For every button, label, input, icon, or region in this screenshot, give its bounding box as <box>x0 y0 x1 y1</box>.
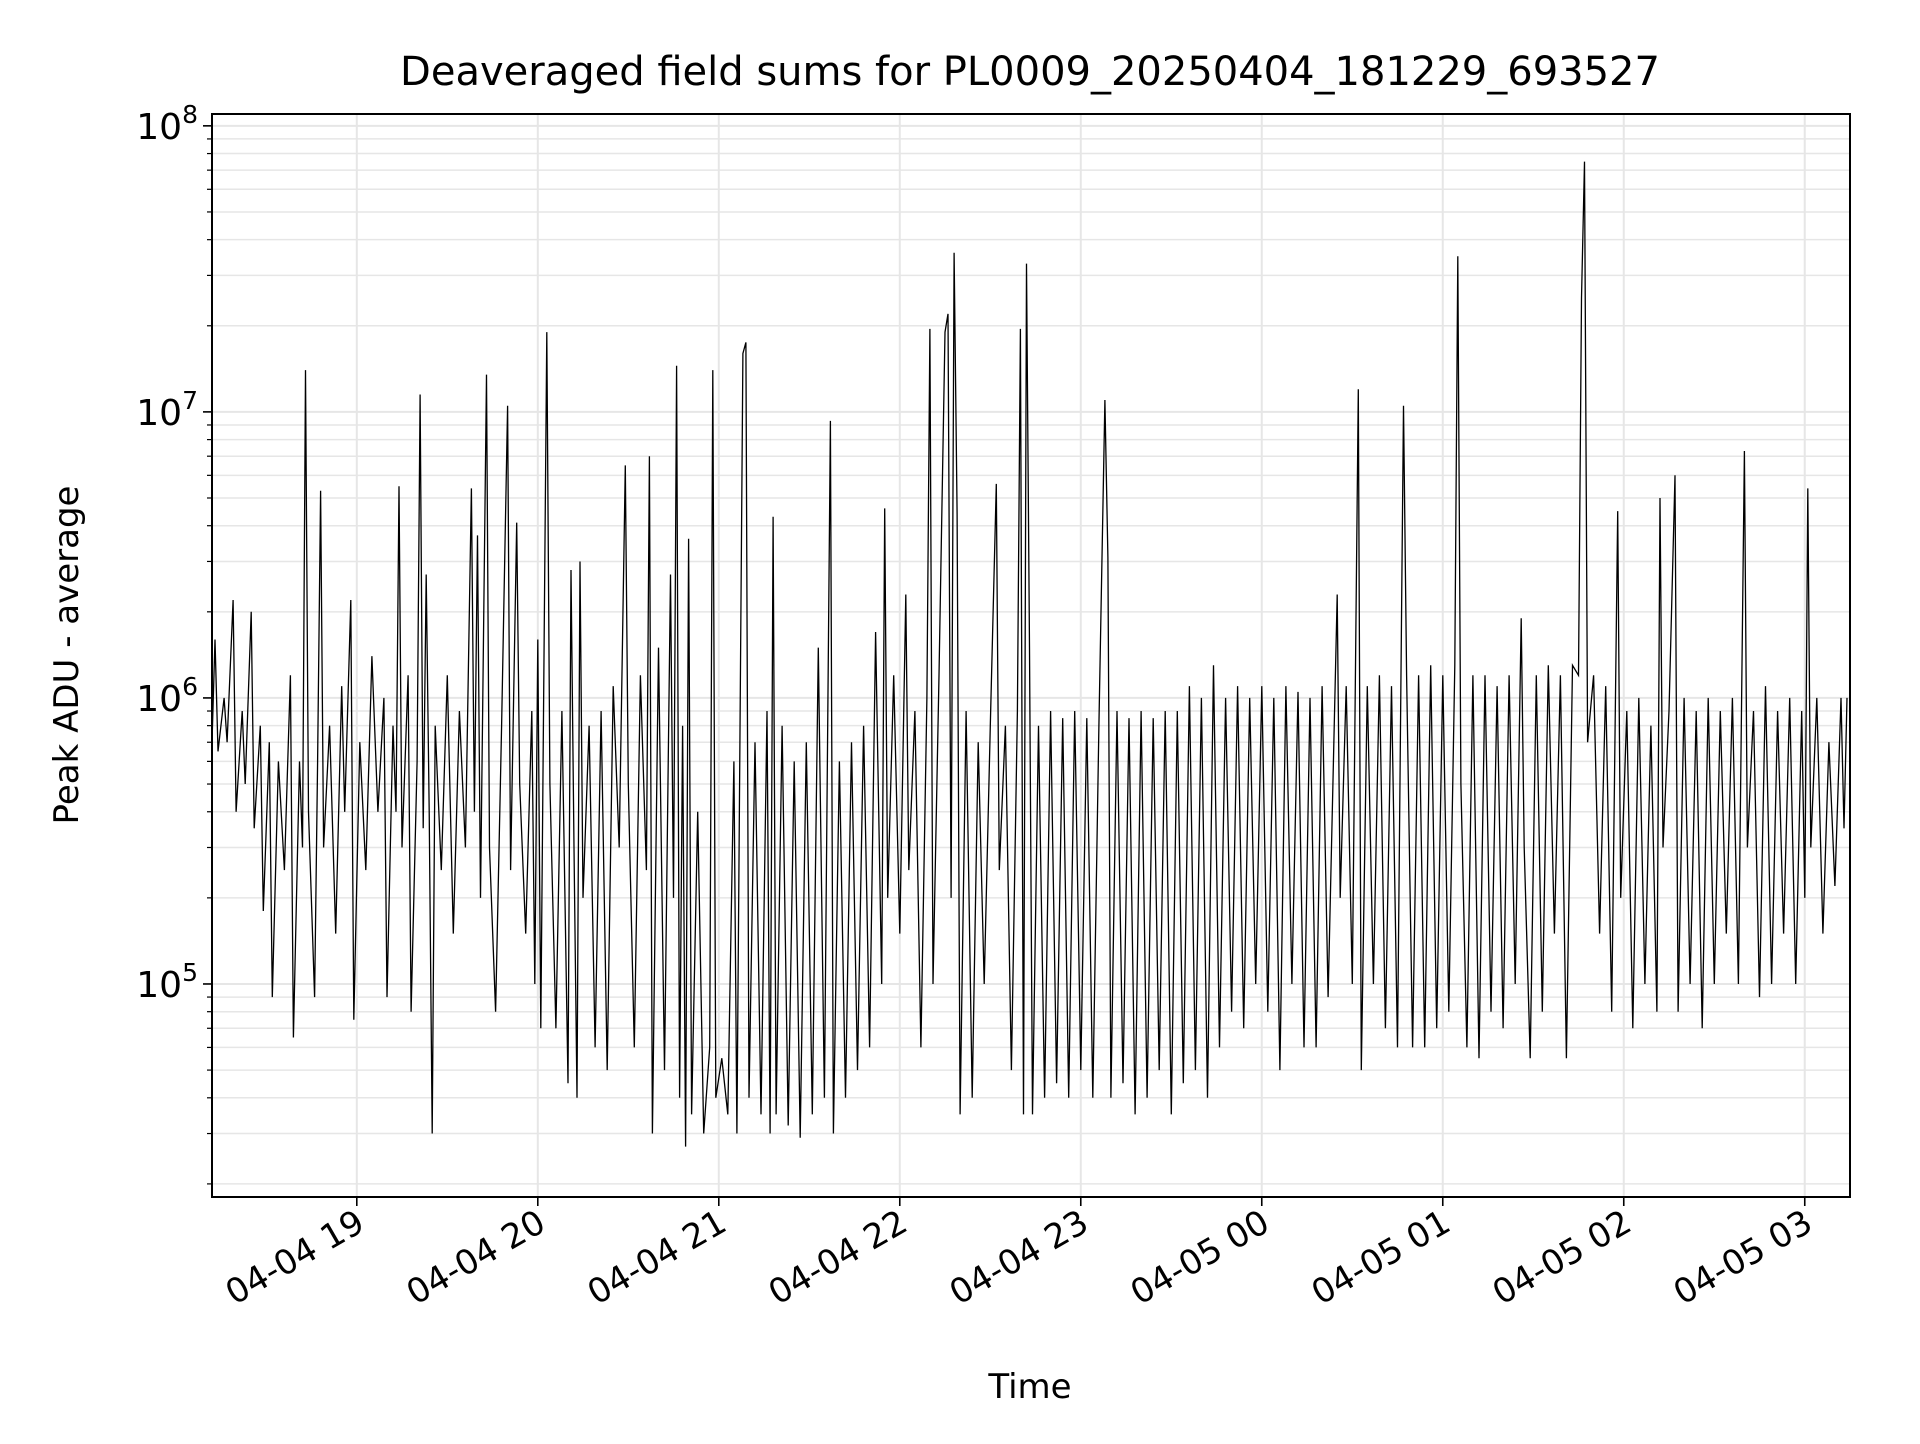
chart-title: Deaveraged field sums for PL0009_2025040… <box>400 49 1660 95</box>
series-line <box>211 161 1848 1147</box>
y-tick-label: 105 <box>136 958 198 1006</box>
series-layer <box>211 161 1848 1147</box>
y-tick-label: 107 <box>136 386 198 434</box>
y-tick-label: 108 <box>136 100 198 148</box>
y-axis-label: Peak ADU - average <box>47 486 87 825</box>
y-tick-label: 106 <box>136 672 198 720</box>
plot-frame <box>211 113 1851 1198</box>
grid-layer <box>212 114 1850 1197</box>
x-axis-label: Time <box>987 1367 1071 1407</box>
